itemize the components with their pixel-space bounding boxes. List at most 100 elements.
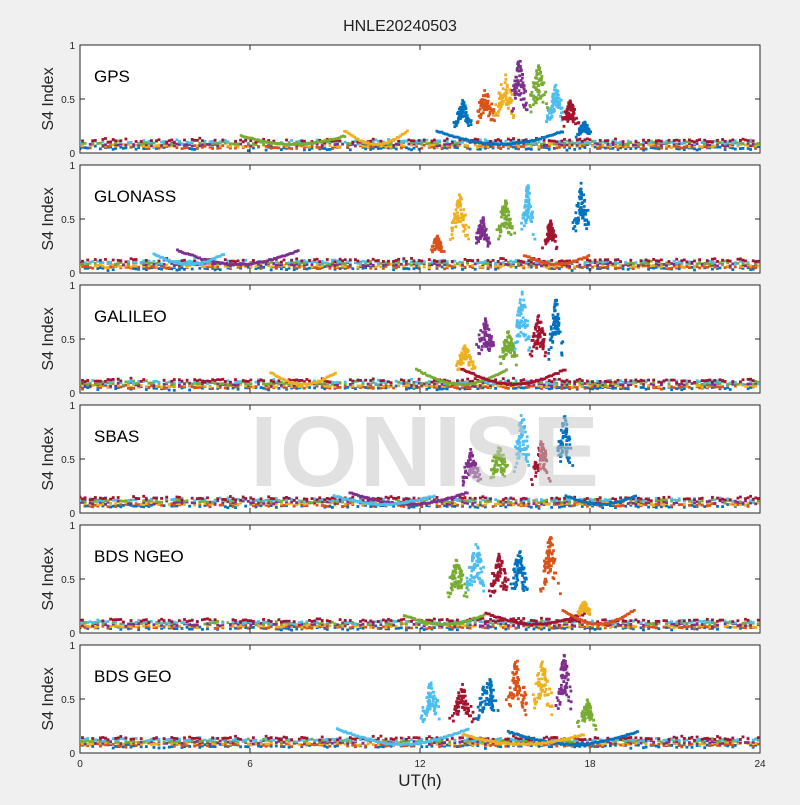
data-point	[435, 241, 438, 244]
data-point	[186, 141, 189, 144]
data-point	[306, 263, 309, 266]
data-point	[497, 260, 500, 263]
data-point	[435, 244, 438, 247]
data-point	[683, 379, 686, 382]
data-point	[329, 385, 332, 388]
data-point	[257, 145, 260, 148]
data-point	[456, 112, 459, 115]
data-point	[647, 266, 650, 269]
data-point	[523, 104, 526, 107]
data-point	[744, 139, 747, 142]
data-point	[433, 146, 436, 149]
data-point	[537, 84, 540, 87]
data-point	[582, 212, 585, 215]
data-point	[601, 381, 604, 384]
data-point	[214, 266, 217, 269]
data-point	[441, 144, 444, 147]
data-point	[686, 145, 689, 148]
data-point	[596, 380, 599, 383]
data-point	[331, 147, 334, 150]
data-point	[711, 381, 714, 384]
data-point	[188, 147, 191, 150]
data-point	[239, 380, 242, 383]
data-point	[410, 261, 413, 264]
data-point	[479, 384, 482, 387]
data-point	[652, 384, 655, 387]
data-point	[153, 266, 156, 269]
data-point	[400, 382, 403, 385]
data-point	[568, 380, 571, 383]
data-point	[387, 386, 390, 389]
data-point	[552, 230, 555, 233]
data-point	[265, 145, 268, 148]
data-point	[451, 233, 454, 236]
data-point	[617, 142, 620, 145]
data-point	[599, 258, 602, 261]
data-point	[418, 259, 421, 262]
data-point	[390, 263, 393, 266]
data-point	[489, 140, 492, 143]
data-point	[323, 265, 326, 268]
data-point	[497, 105, 500, 108]
data-point	[550, 267, 553, 270]
data-point	[726, 145, 729, 148]
data-point	[522, 81, 525, 84]
data-point	[563, 380, 566, 383]
data-point	[150, 265, 153, 268]
data-point	[724, 143, 727, 146]
data-point	[364, 260, 367, 263]
data-point	[451, 237, 454, 240]
data-point	[517, 61, 520, 64]
data-point	[514, 90, 517, 93]
data-point	[449, 238, 452, 241]
data-point	[640, 382, 643, 385]
data-point	[515, 364, 518, 367]
data-point	[395, 259, 398, 262]
data-point	[275, 386, 278, 389]
data-point	[181, 380, 184, 383]
data-point	[227, 387, 230, 390]
data-point	[734, 262, 737, 265]
data-point	[311, 266, 314, 269]
data-point	[464, 258, 467, 261]
data-point	[619, 141, 622, 144]
data-point	[265, 383, 268, 386]
data-point	[637, 264, 640, 267]
data-point	[441, 266, 444, 269]
data-point	[173, 144, 176, 147]
data-point	[487, 95, 490, 98]
data-point	[117, 382, 120, 385]
data-point	[390, 381, 393, 384]
data-point	[227, 260, 230, 263]
data-point	[581, 140, 584, 143]
data-point	[528, 335, 531, 338]
data-point	[526, 216, 529, 219]
data-point	[635, 147, 638, 150]
data-point	[173, 389, 176, 392]
data-point	[232, 260, 235, 263]
data-point	[107, 141, 110, 144]
data-point	[372, 258, 375, 261]
data-point	[675, 387, 678, 390]
data-point	[142, 145, 145, 148]
data-point	[683, 384, 686, 387]
data-point	[719, 141, 722, 144]
data-point	[575, 230, 578, 233]
data-point	[232, 387, 235, 390]
data-point	[460, 198, 463, 201]
data-point	[573, 148, 576, 151]
data-point	[112, 378, 115, 381]
data-point	[204, 144, 207, 147]
data-point	[696, 262, 699, 265]
data-point	[749, 380, 752, 383]
data-point	[553, 382, 556, 385]
data-point	[364, 265, 367, 268]
data-point	[754, 380, 757, 383]
data-point	[642, 379, 645, 382]
data-point	[499, 362, 502, 365]
data-point	[527, 184, 530, 187]
data-point	[589, 264, 592, 267]
data-point	[112, 268, 115, 271]
data-point	[367, 264, 370, 267]
data-point	[520, 319, 523, 322]
